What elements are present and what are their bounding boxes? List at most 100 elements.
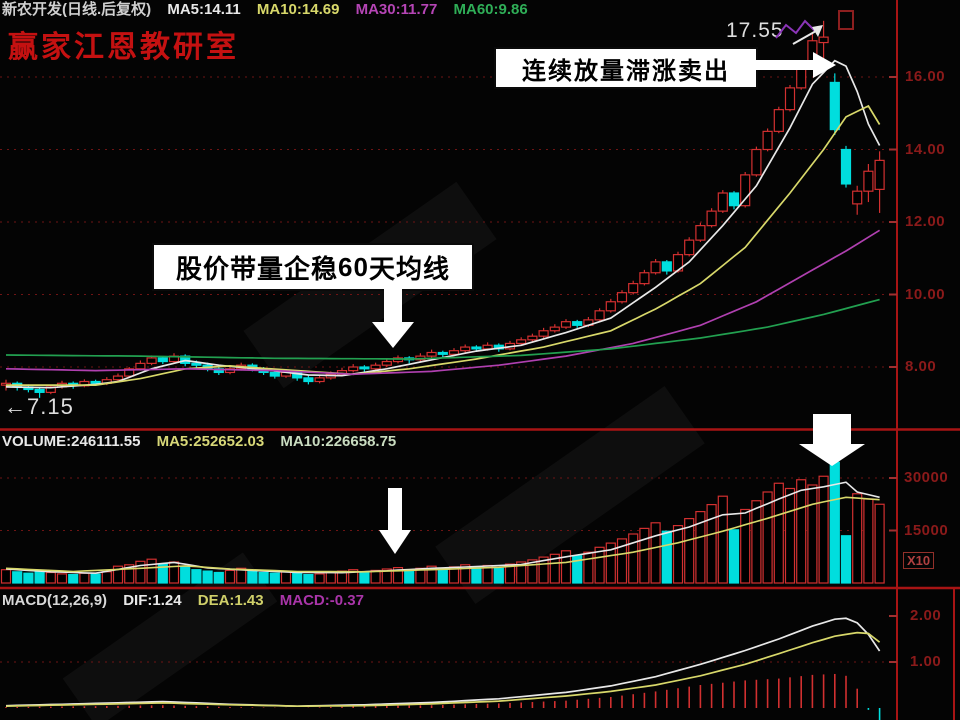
volume-bar	[236, 567, 247, 584]
volume-ma-line	[5, 481, 880, 575]
candle	[639, 272, 650, 285]
candle	[538, 330, 549, 337]
volume-bar	[314, 573, 325, 584]
volume-bar	[146, 558, 157, 584]
volume-bar	[202, 570, 213, 584]
candle	[650, 261, 661, 274]
candle	[460, 346, 471, 352]
candle	[516, 339, 527, 345]
volume-ma10-value: MA10:226658.75	[280, 433, 397, 450]
candle	[616, 292, 628, 303]
volume-bar	[560, 550, 572, 584]
candle	[762, 130, 773, 151]
volume-bar	[695, 511, 706, 584]
price-header: 新农开发(日线.后复权) MA5:14.11 MA10:14.69 MA30:1…	[2, 0, 540, 19]
volume-bar	[359, 571, 370, 584]
candle	[112, 375, 124, 381]
volume-bar	[0, 569, 12, 584]
stabilize-note-pre: 股价带量企稳	[176, 254, 339, 284]
candle	[852, 190, 863, 205]
volume-bar	[538, 556, 549, 584]
volume-bar	[79, 572, 90, 584]
stabilize-note-bold: 60	[338, 251, 369, 282]
candle	[437, 351, 448, 355]
sell-note-text: 连续放量滞涨卖出	[522, 58, 730, 85]
ma60-value: MA60:9.86	[453, 1, 528, 18]
volume-bar	[392, 566, 404, 584]
candle	[773, 109, 784, 132]
volume-bar	[56, 573, 68, 584]
volume-bar	[852, 493, 863, 584]
candle	[661, 261, 672, 272]
volume-bar	[404, 569, 415, 584]
volume-bar	[605, 542, 616, 584]
peak-marker-box	[838, 10, 854, 30]
price-ma-line	[6, 104, 881, 386]
price-ma-line	[5, 298, 880, 360]
dea-value: DEA:1.43	[197, 592, 264, 609]
volume-bar	[840, 535, 852, 584]
volume-bar	[684, 517, 695, 584]
candle	[90, 380, 101, 384]
price-axis-tick-label: 12.00	[905, 213, 946, 230]
candle	[34, 388, 45, 393]
dif-line	[5, 617, 881, 708]
volume-ma5-value: MA5:252652.03	[156, 433, 265, 450]
candle	[628, 283, 639, 294]
candle	[695, 225, 706, 241]
macd-header: MACD(12,26,9) DIF:1.24 DEA:1.43 MACD:-0.…	[2, 592, 376, 609]
volume-bar	[180, 566, 191, 584]
volume-bar	[672, 524, 684, 584]
candle	[303, 377, 314, 383]
candle	[549, 326, 560, 332]
volume-bar	[213, 571, 224, 584]
ma5-value: MA5:14.11	[167, 1, 241, 18]
volume-bar	[90, 573, 101, 584]
volume-bar	[829, 461, 840, 584]
peak-price-label: 17.55	[726, 19, 784, 42]
volume-bar	[516, 561, 527, 584]
volume-bar	[717, 495, 728, 584]
candle	[874, 159, 885, 190]
volume-bar	[247, 570, 258, 584]
volume-value: VOLUME:246111.55	[2, 433, 141, 450]
volume-bar	[191, 569, 202, 584]
volume-bar	[112, 565, 124, 584]
price-axis-tick-label: 14.00	[905, 140, 946, 158]
ma30-value: MA30:11.77	[355, 1, 438, 18]
macd-name: MACD(12,26,9)	[2, 592, 108, 609]
volume-bar	[224, 569, 236, 584]
volume-bar	[773, 482, 784, 584]
volume-bar	[807, 484, 818, 584]
price-axis-tick-label: 10.00	[905, 285, 946, 303]
low-price-label: ←7.15	[4, 394, 74, 419]
candle	[135, 362, 146, 370]
volume-bar	[650, 522, 661, 584]
dif-value: DIF:1.24	[123, 592, 182, 609]
candle	[706, 210, 717, 227]
volume-bar	[616, 538, 628, 584]
candle	[605, 301, 616, 312]
candle	[728, 192, 740, 207]
volume-bar	[639, 527, 650, 584]
stabilize-note-post: 天均线	[368, 254, 450, 284]
candle	[426, 351, 437, 357]
macd-axis-tick-label: 1.00	[910, 653, 942, 670]
volume-bar	[504, 563, 516, 584]
price-axis-tick-label: 8.00	[905, 358, 937, 375]
macd-value: MACD:-0.37	[279, 592, 364, 609]
volume-ma-line	[5, 496, 880, 573]
volume-bar	[269, 572, 280, 584]
candle	[594, 310, 605, 321]
volume-bar	[706, 504, 717, 584]
volume-axis-tick-label: 15000	[904, 521, 949, 539]
annotation-stabilize: 股价带量企稳 60 天均线	[152, 243, 474, 291]
volume-bar	[493, 567, 504, 584]
candle	[560, 321, 572, 328]
volume-bar	[325, 571, 336, 584]
volume-unit-box: X10	[903, 552, 935, 569]
volume-bar	[549, 553, 560, 584]
candle	[572, 321, 583, 326]
